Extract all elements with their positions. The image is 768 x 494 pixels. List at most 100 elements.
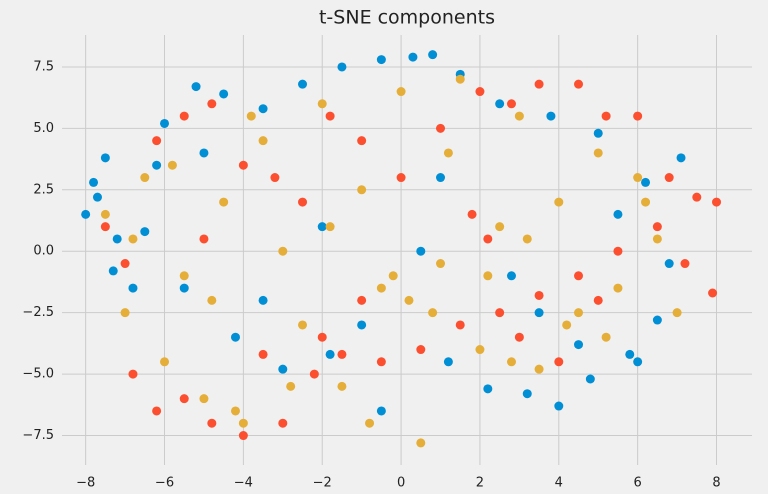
point [428,50,438,60]
x-tick-label: 4 [555,476,563,491]
point [712,197,722,207]
point [246,111,256,121]
point [633,111,643,121]
point [436,173,446,183]
point [506,357,516,367]
point [199,148,209,158]
point [317,222,327,232]
y-tick-label: −5.0 [22,367,54,382]
x-tick-label: −6 [155,476,174,491]
point [238,418,248,428]
point [357,185,367,195]
point [534,290,544,300]
point [692,192,702,202]
point [100,209,110,219]
x-tick-label: −4 [234,476,253,491]
point [298,197,308,207]
point [152,406,162,416]
point [337,62,347,72]
point [388,271,398,281]
point [120,259,130,269]
point [554,401,564,411]
point [179,394,189,404]
point [522,389,532,399]
x-tick-label: 2 [476,476,484,491]
x-tick-label: 6 [634,476,642,491]
y-tick-label: 7.5 [33,59,54,74]
point [199,394,209,404]
point [230,406,240,416]
point [633,173,643,183]
point [593,295,603,305]
x-tick-label: −2 [313,476,332,491]
point [317,99,327,109]
point [514,111,524,121]
point [601,111,611,121]
point [160,118,170,128]
point [428,308,438,318]
point [376,357,386,367]
point [495,308,505,318]
point [574,340,584,350]
point [641,177,651,187]
point [416,345,426,355]
point [258,136,268,146]
point [652,222,662,232]
point [676,153,686,163]
point [495,99,505,109]
point [258,104,268,114]
point [92,192,102,202]
point [160,357,170,367]
point [357,136,367,146]
point [317,332,327,342]
point [416,246,426,256]
point [337,381,347,391]
point [128,234,138,244]
point [506,271,516,281]
point [100,153,110,163]
point [179,283,189,293]
point [152,136,162,146]
point [207,418,217,428]
point [534,79,544,89]
point [238,160,248,170]
point [613,246,623,256]
y-tick-label: −7.5 [22,428,54,443]
point [633,357,643,367]
chart-title: t-SNE components [319,7,495,29]
point [554,357,564,367]
point [140,227,150,237]
point [179,111,189,121]
point [641,197,651,207]
point [455,320,465,330]
point [506,99,516,109]
point [483,384,493,394]
point [286,381,296,391]
point [207,295,217,305]
point [152,160,162,170]
point [207,99,217,109]
point [376,283,386,293]
point [574,308,584,318]
point [652,315,662,325]
point [483,234,493,244]
point [298,320,308,330]
point [593,148,603,158]
point [585,374,595,384]
x-tick-label: −8 [76,476,95,491]
point [199,234,209,244]
x-tick-label: 0 [397,476,405,491]
point [475,87,485,97]
point [337,349,347,359]
point [325,349,335,359]
point [219,89,229,99]
point [534,308,544,318]
x-tick-label: 8 [712,476,720,491]
point [672,308,682,318]
point [664,259,674,269]
point [112,234,122,244]
point [475,345,485,355]
point [408,52,418,62]
point [613,209,623,219]
